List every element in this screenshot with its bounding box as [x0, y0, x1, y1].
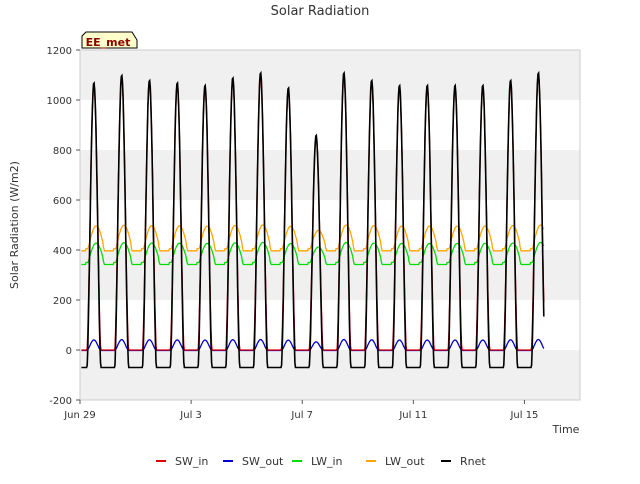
x-tick-label: Jul 15: [509, 410, 538, 421]
plot-frame: [79, 49, 581, 401]
x-tick-label: Jul 7: [290, 410, 313, 421]
site-badge: EE_met: [81, 31, 138, 49]
legend-label-lw_in: LW_in: [311, 455, 343, 468]
legend-label-sw_in: SW_in: [175, 455, 208, 468]
y-tick-label: 0: [66, 346, 72, 357]
y-tick-label: 600: [53, 196, 72, 207]
plot-band: [80, 100, 580, 150]
x-tick-label: Jun 29: [63, 410, 96, 421]
y-tick-label: 1200: [47, 46, 72, 57]
legend: SW_in SW_out LW_in LW_out Rnet: [156, 455, 486, 468]
plot-band: [80, 350, 580, 400]
series-lines: [81, 70, 545, 369]
legend-label-sw_out: SW_out: [242, 455, 284, 468]
y-tick-label: 400: [53, 246, 72, 257]
series-line-rnet: [81, 70, 545, 369]
chart-title: Solar Radiation: [271, 4, 370, 19]
plot-band: [80, 200, 580, 250]
y-tick-label: -200: [49, 396, 72, 407]
legend-label-lw_out: LW_out: [385, 455, 425, 468]
y-tick-label: 200: [53, 296, 72, 307]
badge-shape: [81, 31, 138, 49]
plot-band: [80, 300, 580, 350]
plot-bands: [80, 50, 580, 400]
plot-band: [80, 50, 580, 100]
y-tick-label: 800: [53, 146, 72, 157]
plot-band: [80, 250, 580, 300]
badge-text: EE_met: [86, 36, 131, 49]
y-axis-ticks: -200 0 200 400 600 800 1000 1200: [47, 46, 80, 407]
x-tick-label: Jul 3: [179, 410, 202, 421]
y-axis-label: Solar Radiation (W/m2): [8, 161, 21, 289]
legend-label-rnet: Rnet: [460, 455, 486, 468]
x-axis-label: Time: [552, 423, 580, 436]
plot-band: [80, 150, 580, 200]
x-tick-label: Jul 11: [398, 410, 427, 421]
x-axis-ticks: Jun 29 Jul 3 Jul 7 Jul 11 Jul 15: [63, 400, 538, 421]
y-tick-label: 1000: [47, 96, 72, 107]
